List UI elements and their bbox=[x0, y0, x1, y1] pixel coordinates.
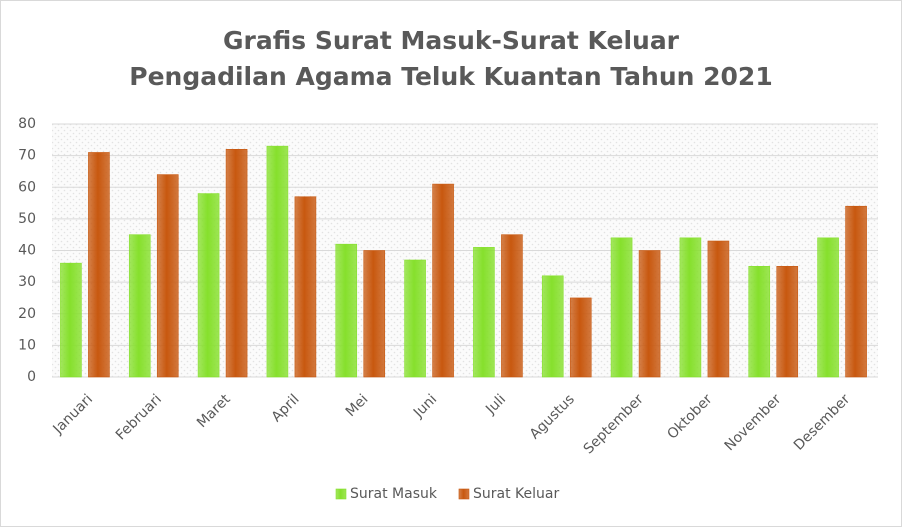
bar bbox=[817, 237, 839, 378]
bar bbox=[501, 234, 523, 378]
bar bbox=[610, 237, 633, 378]
bar bbox=[845, 205, 867, 378]
bar bbox=[569, 297, 592, 378]
chart-title: Grafis Surat Masuk-Surat Keluar bbox=[223, 26, 680, 55]
bar bbox=[638, 250, 661, 378]
bar bbox=[541, 275, 564, 378]
bar bbox=[748, 266, 771, 378]
legend-swatch bbox=[335, 488, 347, 500]
bar bbox=[679, 237, 702, 378]
chart-subtitle: Pengadilan Agama Teluk Kuantan Tahun 202… bbox=[129, 62, 772, 91]
bar bbox=[60, 262, 82, 378]
bar bbox=[776, 266, 799, 378]
bar bbox=[473, 247, 495, 378]
y-tick-label: 40 bbox=[18, 243, 36, 259]
bar bbox=[197, 193, 220, 378]
bar bbox=[294, 196, 317, 378]
y-tick-label: 20 bbox=[18, 306, 36, 322]
y-tick-label: 10 bbox=[18, 337, 36, 353]
bar bbox=[225, 149, 248, 378]
y-tick-label: 30 bbox=[18, 274, 36, 290]
legend-swatch bbox=[458, 488, 470, 500]
y-tick-label: 50 bbox=[18, 211, 36, 227]
bar bbox=[335, 243, 358, 378]
legend-label: Surat Keluar bbox=[473, 486, 559, 502]
bar bbox=[432, 183, 454, 378]
bar bbox=[266, 145, 289, 378]
bar bbox=[707, 240, 730, 378]
y-tick-label: 60 bbox=[18, 179, 36, 195]
bar bbox=[128, 234, 151, 378]
y-tick-label: 80 bbox=[18, 116, 36, 132]
y-tick-label: 0 bbox=[27, 369, 36, 385]
legend-label: Surat Masuk bbox=[350, 486, 438, 502]
bar bbox=[404, 259, 426, 378]
bar bbox=[88, 152, 110, 378]
y-tick-label: 70 bbox=[18, 148, 36, 164]
bar bbox=[363, 250, 386, 378]
bar bbox=[156, 174, 179, 378]
